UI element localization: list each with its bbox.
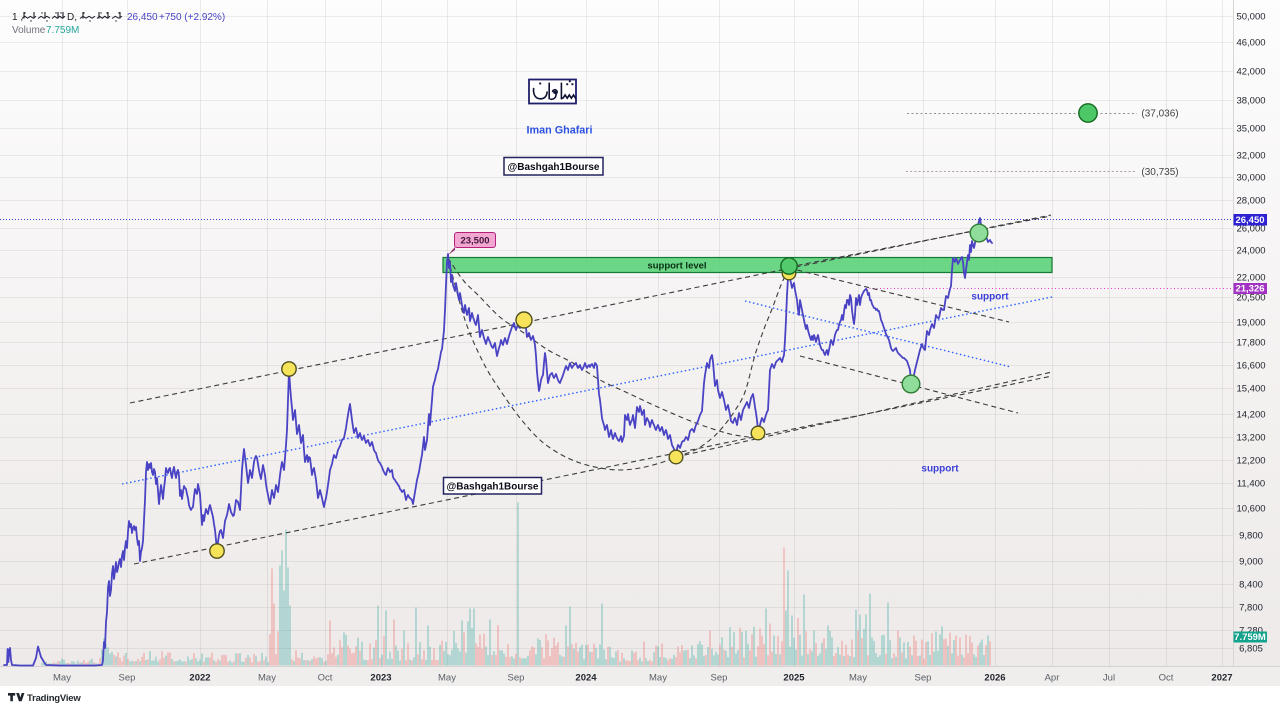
svg-text:7.759M: 7.759M: [1234, 632, 1266, 643]
svg-text:Oct: Oct: [1159, 673, 1174, 684]
svg-text:13,200: 13,200: [1236, 433, 1265, 444]
svg-text:Sep: Sep: [711, 673, 728, 684]
svg-text:35,000: 35,000: [1236, 124, 1265, 135]
svg-text:26,450: 26,450: [1235, 215, 1264, 226]
svg-text:May: May: [258, 673, 276, 684]
svg-text:Iman Ghafari: Iman Ghafari: [527, 125, 593, 137]
svg-text:26,450: 26,450: [127, 12, 158, 23]
svg-text:Sep: Sep: [915, 673, 932, 684]
svg-text:7,800: 7,800: [1239, 603, 1263, 614]
svg-text:10,600: 10,600: [1236, 504, 1265, 515]
svg-text:42,000: 42,000: [1236, 67, 1265, 78]
svg-text:2026: 2026: [984, 673, 1005, 684]
svg-text:2025: 2025: [783, 673, 805, 684]
svg-text:1 ,: 1 ,: [12, 12, 23, 23]
svg-text:Oct: Oct: [318, 673, 333, 684]
svg-text:Jul: Jul: [1103, 673, 1115, 684]
svg-text:50,000: 50,000: [1236, 12, 1265, 23]
svg-text:Sep: Sep: [508, 673, 525, 684]
svg-text:23,500: 23,500: [460, 236, 489, 247]
svg-text:May: May: [53, 673, 71, 684]
svg-text:11,400: 11,400: [1237, 479, 1265, 490]
svg-text:2022: 2022: [189, 673, 210, 684]
svg-text:May: May: [649, 673, 667, 684]
svg-text:@Bashgah1Bourse: @Bashgah1Bourse: [508, 162, 600, 173]
svg-text:(37,036): (37,036): [1141, 109, 1178, 120]
svg-text:26,000: 26,000: [1236, 224, 1265, 235]
svg-text:16,600: 16,600: [1236, 361, 1265, 372]
svg-text:support level: support level: [647, 261, 706, 272]
svg-text:22,000: 22,000: [1236, 273, 1265, 284]
svg-text:30,000: 30,000: [1236, 173, 1265, 184]
svg-text:2023: 2023: [370, 673, 391, 684]
svg-text:support: support: [971, 292, 1009, 303]
svg-text:8,400: 8,400: [1239, 580, 1263, 591]
svg-text:46,000: 46,000: [1236, 38, 1265, 49]
svg-text:2027: 2027: [1211, 673, 1232, 684]
svg-text:May: May: [438, 673, 456, 684]
svg-text:12,200: 12,200: [1236, 456, 1265, 467]
svg-text:6,805: 6,805: [1239, 644, 1263, 655]
svg-text:support: support: [921, 464, 959, 475]
svg-text:17,800: 17,800: [1236, 338, 1265, 349]
svg-text:32,000: 32,000: [1236, 151, 1265, 162]
svg-text:Sep: Sep: [119, 673, 136, 684]
svg-text:28,000: 28,000: [1236, 196, 1265, 207]
svg-text:15,400: 15,400: [1236, 384, 1265, 395]
svg-text:7.759M: 7.759M: [46, 25, 79, 36]
svg-text:9,800: 9,800: [1239, 531, 1263, 542]
svg-text:14,200: 14,200: [1236, 410, 1265, 421]
svg-text:2024: 2024: [575, 673, 597, 684]
svg-text:May: May: [849, 673, 867, 684]
svg-text:@Bashgah1Bourse: @Bashgah1Bourse: [447, 482, 539, 493]
svg-text:Apr: Apr: [1045, 673, 1060, 684]
svg-text:7,280: 7,280: [1239, 626, 1263, 637]
svg-text:9,000: 9,000: [1239, 557, 1263, 568]
svg-text:D,: D,: [67, 12, 77, 23]
svg-text:21,326: 21,326: [1235, 284, 1264, 295]
svg-text:+750 (+2.92%): +750 (+2.92%): [159, 12, 225, 23]
svg-text:19,000: 19,000: [1236, 318, 1265, 329]
svg-text:(30,735): (30,735): [1141, 167, 1178, 178]
svg-text:24,000: 24,000: [1236, 246, 1265, 257]
svg-text:TradingView: TradingView: [27, 693, 81, 704]
svg-text:20,500: 20,500: [1236, 293, 1265, 304]
svg-text:38,000: 38,000: [1236, 96, 1265, 107]
svg-text:Volume: Volume: [12, 25, 46, 36]
